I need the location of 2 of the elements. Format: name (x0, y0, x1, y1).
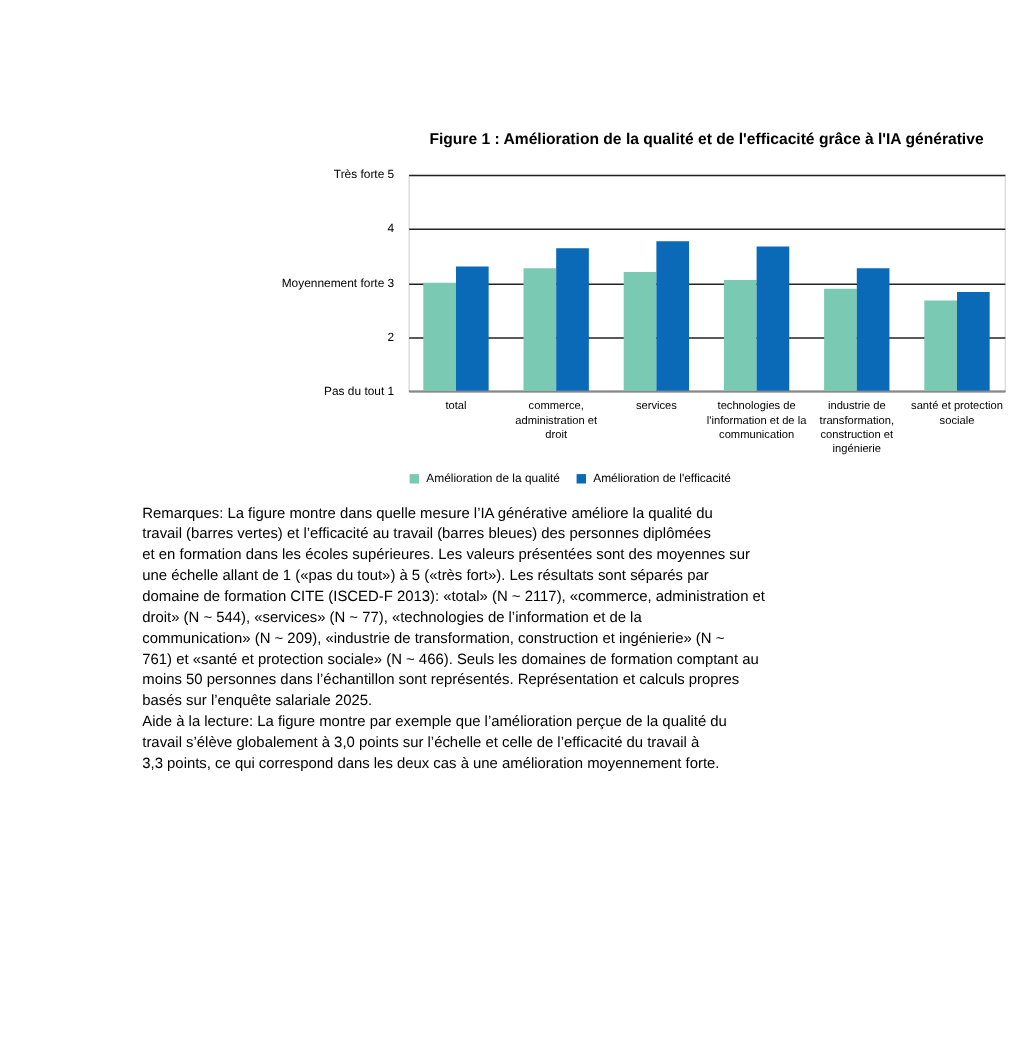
text: Remarques: La figure montre dans quelle mesure l’IA générative améliore la qualité du travail (barres vertes) et l’efficacité au travail (barres bleues) des personnes diplômées et en formation dans les écoles supérieures. Les valeurs présentées sont des moyennes sur une échelle allant de 1 («pas du tout») à 5 («très fort»). Les résultats sont séparés par domaine de formation CITE (ISCED-F 2013): «total» (N ~ 2117), «commerce, administration et droit» (N ~ 544), «services» (N ~ 77), «technologies de l’information et de la communication» (N ~ 209), «industrie de transformation, construction et ingénierie» (N ~ 761) et «santé et protection sociale» (N ~ 466). Seuls les domaines de formation comptant au moins 50 personnes dans l’échantillon sont représentés. Représentation et calculs propres basés sur l’enquête salariale 2025. (142, 503, 765, 710)
text: Aide à la lecture: La figure montre par exemple que l’amélioration perçue de la qualité du travail s’élève globalement à 3,0 points sur l’échelle et celle de l’efficacité du travail à 3,3 points, ce qui correspond dans les deux cas à une amélioration moyennement forte. (142, 712, 727, 772)
